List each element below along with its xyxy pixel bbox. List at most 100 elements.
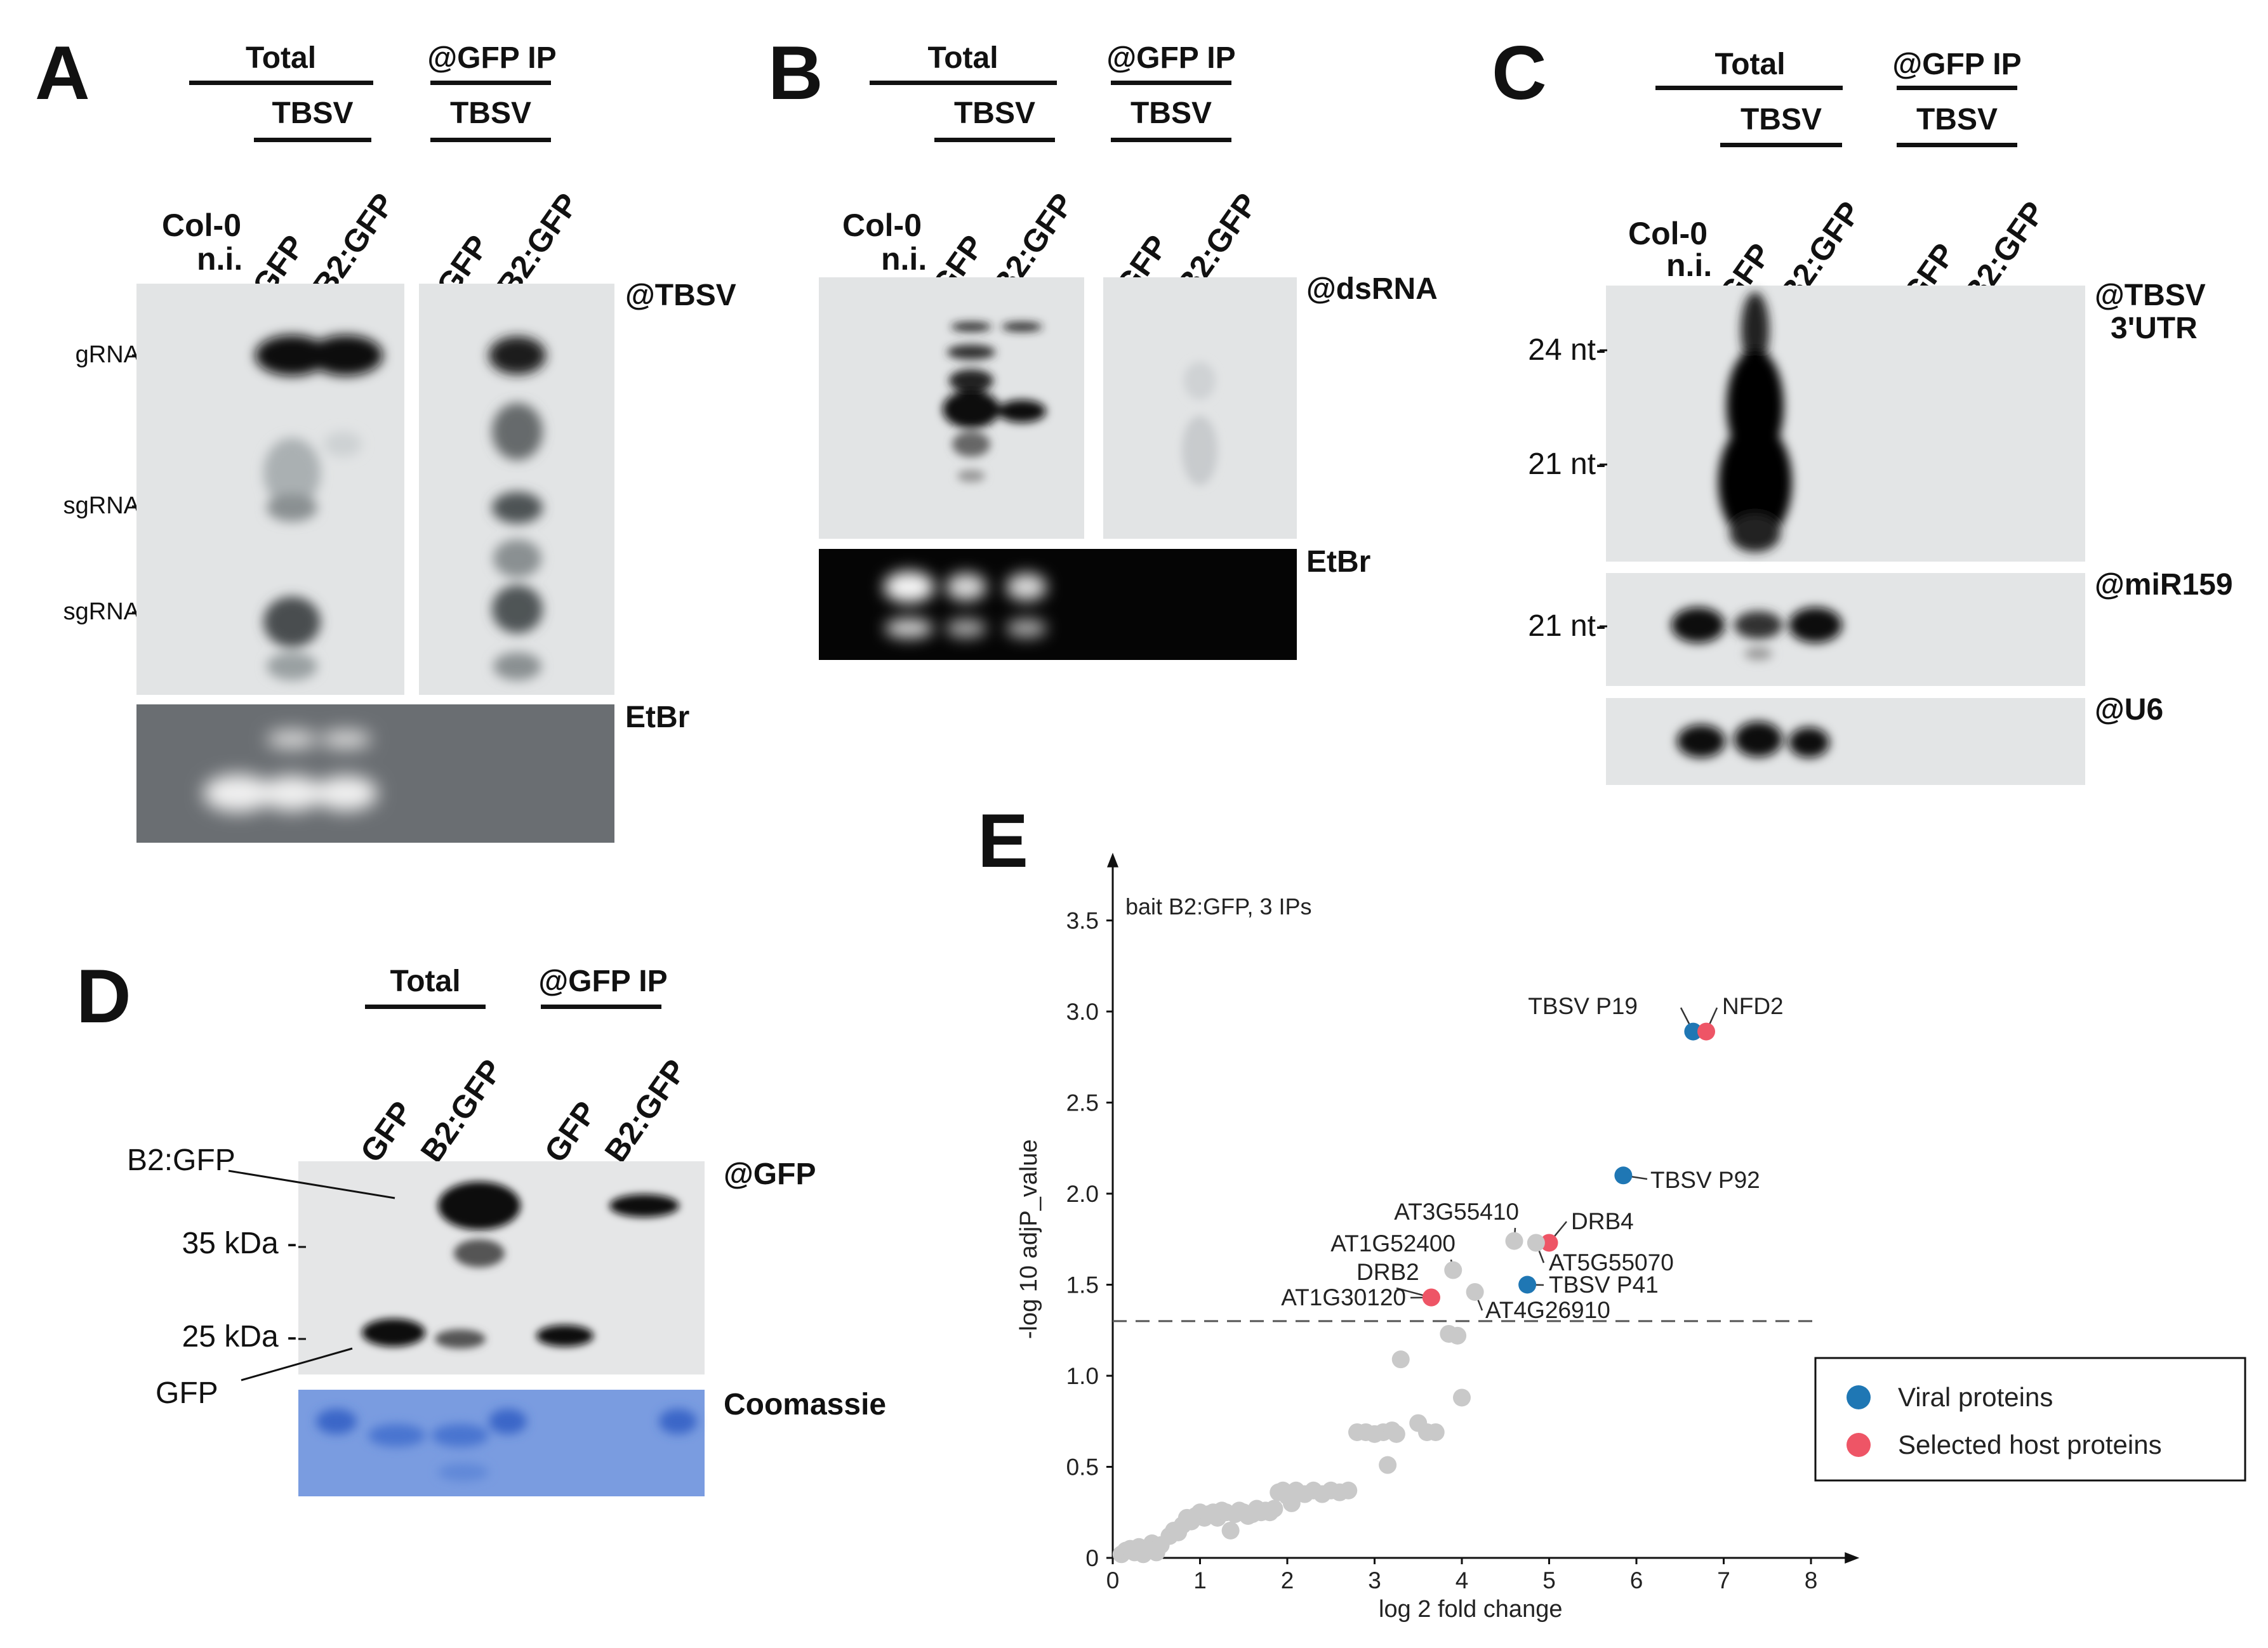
point-label-1: NFD2 [1722,993,1784,1019]
probe-label-tbsv-c: @TBSV [2095,279,2206,312]
band-label-gfp-d: GFP [156,1376,218,1410]
etbr-gel-a [136,704,614,843]
coomassie-gel-d [298,1390,705,1496]
labeled-point-4 [1505,1232,1523,1250]
y-tick-label-4: 2.0 [1066,1181,1099,1207]
probe-label-mir159-c: @miR159 [2095,568,2233,602]
kda25-label-d: 25 kDa - [182,1320,297,1354]
x-tick-label-1: 1 [1193,1567,1207,1593]
point-label-3: DRB4 [1571,1208,1634,1234]
data-point-45 [1339,1481,1358,1500]
legend-label-1: Selected host proteins [1898,1430,2162,1460]
y-tick-label-1: 0.5 [1066,1454,1099,1480]
band-label-b2gfp-d: B2:GFP [127,1144,235,1177]
data-point-59 [1383,1421,1401,1440]
header-total-b: Total [927,41,998,75]
panel-letter-e: E [978,798,1029,883]
marker-sgrna1-a: sgRNA [63,492,140,519]
header-gfp-ip-a: @GFP IP [427,41,557,75]
point-label-7: TBSV P41 [1549,1272,1659,1298]
labeled-point-2 [1614,1166,1633,1185]
labeled-point-5 [1527,1234,1545,1252]
lane-label-col0-a: Col-0 [162,208,241,243]
probe-label-etbr-a: EtBr [625,701,690,734]
probe-label-coomassie-d: Coomassie [724,1388,887,1421]
point-label-9: AT1G30120 [1281,1284,1406,1310]
etbr-gel-b [819,549,1297,660]
x-tick-label-3: 3 [1368,1567,1381,1593]
point-label-0: TBSV P19 [1528,993,1638,1019]
legend-swatch-1 [1847,1433,1871,1457]
blot-c [1600,286,2085,785]
probe-label-gfp-d: @GFP [724,1157,816,1191]
header-total-d: Total [390,965,461,998]
x-tick-label-2: 2 [1281,1567,1294,1593]
labeled-point-0 [1684,1022,1702,1041]
y-tick-label-5: 2.5 [1066,1090,1099,1116]
plot-annotation: bait B2:GFP, 3 IPs [1125,893,1311,920]
y-tick-label-2: 1.0 [1066,1363,1099,1389]
point-label-6: AT1G52400 [1330,1230,1456,1256]
bracket-gfp-ip-a [430,81,551,85]
bracket-total-b [870,81,1057,85]
x-tick-label-7: 7 [1717,1567,1730,1593]
membrane-ip-b [1103,277,1297,539]
probe-label-etbr-b: EtBr [1306,545,1371,579]
panel-letter-c: C [1492,30,1547,115]
x-tick-label-5: 5 [1542,1567,1556,1593]
x-axis-label: log 2 fold change [1379,1596,1562,1623]
bracket-tbsv-a2 [430,138,551,142]
data-point-34 [1265,1500,1283,1518]
data-point-50 [1379,1456,1397,1474]
lane-label-ni-b: n.i. [881,241,927,277]
header-tbsv-a2: TBSV [449,96,531,130]
bracket-tbsv-b1 [934,138,1055,142]
bracket-tbsv-c1 [1720,143,1842,147]
probe-label-tbsv-a: @TBSV [625,279,736,312]
bracket-tbsv-b2 [1111,138,1231,142]
x-tick-label-8: 8 [1805,1567,1818,1593]
blot-b [819,277,1297,660]
point-label-8: DRB2 [1356,1259,1419,1285]
panel-letter-d: D [76,954,131,1039]
lane-label-ni-a: n.i. [197,241,243,277]
y-tick-label-0: 0 [1085,1545,1099,1571]
header-tbsv-b2: TBSV [1130,96,1212,130]
pointer-gfp-d [241,1347,353,1381]
lane-label-col0-c: Col-0 [1628,216,1708,251]
data-point-57 [1453,1388,1471,1407]
bracket-total-a [189,81,373,85]
header-total-c: Total [1714,48,1786,81]
bracket-total-c [1655,86,1843,90]
pointer-b2gfp-d [228,1170,395,1199]
legend-swatch-0 [1847,1385,1871,1409]
point-label-5: AT5G55070 [1549,1249,1674,1276]
x-axis-arrow [1845,1552,1860,1564]
labeled-point-1 [1697,1022,1715,1041]
panel-letter-b: B [768,30,823,115]
point-label-4: AT3G55410 [1394,1199,1519,1225]
blot-d [228,1161,705,1496]
bracket-gfp-ip-d [541,1005,661,1009]
header-gfp-ip-d: @GFP IP [538,965,668,998]
bracket-gfp-ip-b [1111,81,1231,85]
marker-21nt-mir-c: 21 nt- [1528,609,1606,643]
labeled-point-9 [1422,1288,1440,1307]
marker-sgrna2-a: sgRNA [63,598,140,625]
x-tick-label-4: 4 [1456,1567,1469,1593]
probe-label-dsrna-b: @dsRNA [1306,272,1438,306]
probe-label-3utr-c: 3'UTR [2111,312,2198,345]
marker-grna-a: gRNA [75,341,140,368]
marker-21nt-c: 21 nt- [1528,447,1606,481]
y-axis-arrow [1107,852,1118,867]
labeled-point-3 [1540,1234,1558,1252]
point-label-10: AT4G26910 [1485,1297,1610,1323]
header-tbsv-b1: TBSV [953,96,1035,130]
legend-box [1814,1357,2246,1482]
data-point-24 [1221,1521,1240,1539]
header-total-a: Total [245,41,317,75]
labeled-point-7 [1518,1276,1537,1294]
header-gfp-ip-b: @GFP IP [1106,41,1236,75]
data-point-56 [1449,1326,1467,1345]
